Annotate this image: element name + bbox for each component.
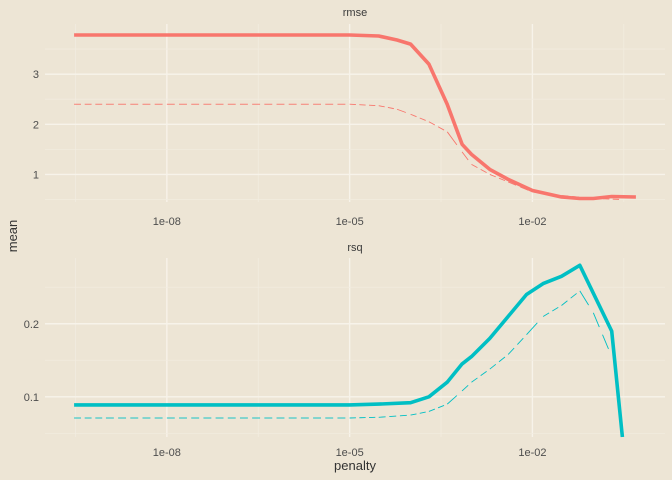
y-axis-title: mean	[5, 220, 20, 253]
facet-rmse-panel: rmse 1 2 3 1e-08 1e-05 1e-02	[33, 7, 665, 228]
dash-series-rmse	[74, 103, 620, 200]
dash-mark	[602, 334, 609, 350]
x-tick-label: 1e-08	[153, 447, 181, 459]
dash-mark	[489, 174, 496, 178]
dash-mark	[480, 169, 487, 174]
dash-mark	[498, 356, 506, 363]
x-axis-title: penalty	[334, 458, 376, 473]
x-tick-label: 1e-02	[518, 216, 546, 228]
facet-rsq-panel: rsq 0.1 0.2 1e-08 1e-05 1e-02	[24, 242, 665, 459]
dash-mark	[428, 121, 436, 126]
dash-mark	[592, 312, 600, 328]
y-tick-label: 0.1	[24, 392, 39, 404]
grid-lines	[45, 24, 665, 202]
y-tick-label: 0.2	[24, 319, 39, 331]
dash-mark	[461, 151, 469, 161]
dash-mark	[461, 384, 469, 392]
facet-title-rmse: rmse	[343, 7, 367, 19]
dash-mark	[507, 181, 517, 186]
y-tick-label: 3	[33, 69, 39, 81]
x-tick-label: 1e-05	[336, 216, 364, 228]
dash-mark	[437, 404, 445, 409]
dash-mark	[498, 177, 506, 182]
dash-mark	[419, 411, 426, 414]
dash-mark	[410, 413, 417, 416]
dash-mark	[471, 163, 478, 169]
dash-mark	[378, 105, 385, 108]
dash-mark	[471, 377, 478, 383]
dash-mark	[446, 131, 458, 146]
dash-mark	[446, 395, 458, 405]
y-tick-label: 2	[33, 119, 39, 131]
dash-mark	[410, 113, 417, 118]
dash-series-rsq	[74, 290, 609, 419]
dash-mark	[480, 370, 487, 376]
dash-mark	[489, 363, 497, 370]
series-line-rsq	[74, 263, 625, 438]
facet-title-rsq: rsq	[347, 242, 362, 254]
dash-mark	[552, 307, 559, 312]
dash-mark	[387, 107, 394, 110]
dash-mark	[428, 408, 436, 412]
x-tick-label: 1e-08	[153, 216, 181, 228]
y-tick-label: 1	[33, 169, 39, 181]
series-line-rmse	[74, 33, 636, 201]
dash-mark	[437, 126, 445, 131]
x-tick-label: 1e-05	[336, 447, 364, 459]
grid-lines	[45, 258, 665, 437]
dash-mark	[570, 293, 577, 299]
dash-mark	[542, 312, 550, 317]
dash-mark	[517, 337, 524, 345]
dash-mark	[579, 290, 589, 306]
dash-mark	[507, 347, 515, 355]
dash-mark	[419, 117, 426, 121]
dash-mark	[526, 322, 538, 336]
dash-mark	[396, 108, 406, 113]
x-tick-label: 1e-02	[518, 447, 546, 459]
dash-mark	[561, 300, 568, 306]
